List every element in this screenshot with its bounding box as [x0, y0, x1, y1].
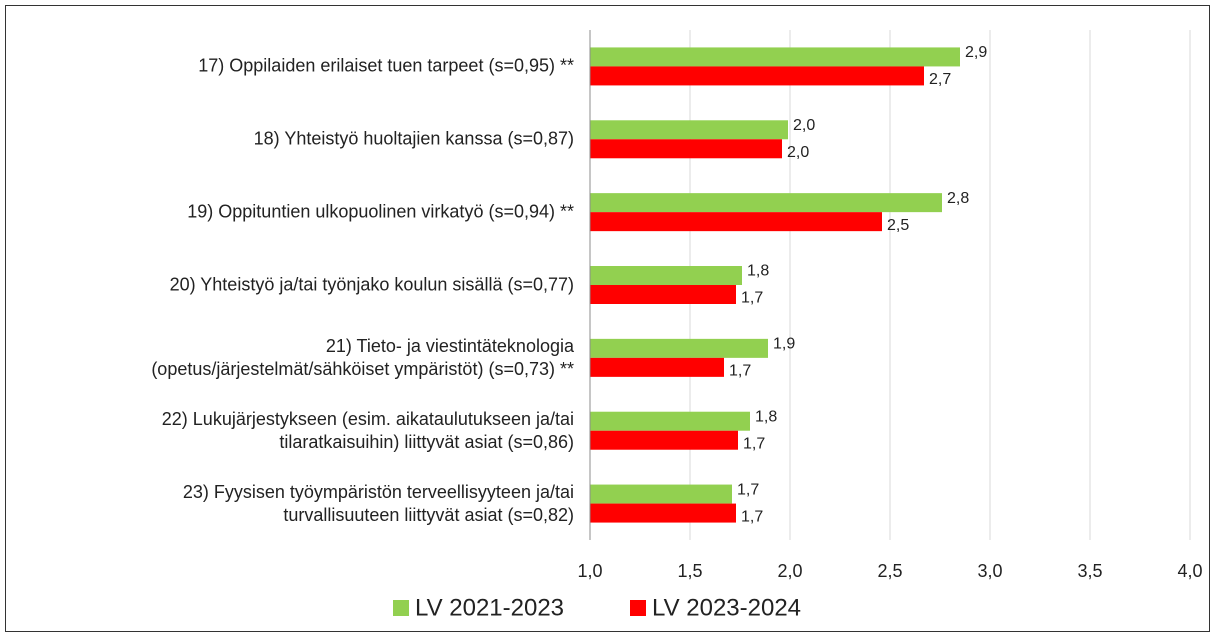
x-tick-label: 1,0: [577, 561, 602, 581]
category-label: 18) Yhteistyö huoltajien kanssa (s=0,87): [253, 128, 574, 149]
bar: [590, 338, 768, 358]
data-label: 2,7: [929, 71, 951, 88]
bar: [590, 66, 924, 86]
bar: [590, 411, 750, 431]
bar: [590, 139, 782, 159]
bar: [590, 285, 736, 304]
bar: [590, 212, 882, 232]
data-label: 2,0: [787, 144, 809, 161]
legend-label: LV 2023-2024: [652, 594, 801, 621]
x-tick-label: 2,0: [777, 561, 802, 581]
data-label: 2,0: [793, 117, 815, 134]
data-label: 2,9: [965, 44, 987, 61]
category-label: 23) Fyysisen työympäristön terveellisyyt…: [182, 481, 574, 525]
data-label: 1,7: [741, 290, 763, 307]
x-tick-label: 4,0: [1177, 561, 1202, 581]
category-label: 21) Tieto- ja viestintäteknologia (opetu…: [151, 335, 574, 379]
data-label: 2,5: [887, 217, 909, 234]
bar: [590, 266, 742, 285]
bar: [590, 47, 960, 67]
category-label: 20) Yhteistyö ja/tai työnjako koulun sis…: [169, 274, 574, 295]
data-label: 1,8: [755, 408, 777, 425]
legend-label: LV 2021-2023: [415, 594, 564, 621]
x-tick-label: 3,0: [977, 561, 1002, 581]
category-label: 19) Oppituntien ulkopuolinen virkatyö (s…: [187, 201, 574, 222]
bar: [590, 503, 736, 523]
data-label: 1,7: [741, 508, 763, 525]
category-label: 22) Lukujärjestykseen (esim. aikataulutu…: [161, 408, 574, 452]
data-label: 1,7: [729, 363, 751, 380]
bar: [590, 430, 738, 450]
x-tick-label: 2,5: [877, 561, 902, 581]
bar: [590, 357, 724, 377]
bar: [590, 193, 942, 213]
data-label: 1,8: [747, 263, 769, 280]
chart-border: [5, 5, 1210, 632]
category-label: 17) Oppilaiden erilaiset tuen tarpeet (s…: [198, 55, 574, 76]
bar: [590, 120, 788, 140]
data-label: 1,7: [743, 435, 765, 452]
legend-swatch: [630, 600, 646, 616]
data-label: 2,8: [947, 190, 969, 207]
data-label: 1,7: [737, 481, 759, 498]
x-tick-label: 1,5: [677, 561, 702, 581]
data-label: 1,9: [773, 336, 795, 353]
legend-swatch: [393, 600, 409, 616]
bar: [590, 484, 732, 504]
x-tick-label: 3,5: [1077, 561, 1102, 581]
